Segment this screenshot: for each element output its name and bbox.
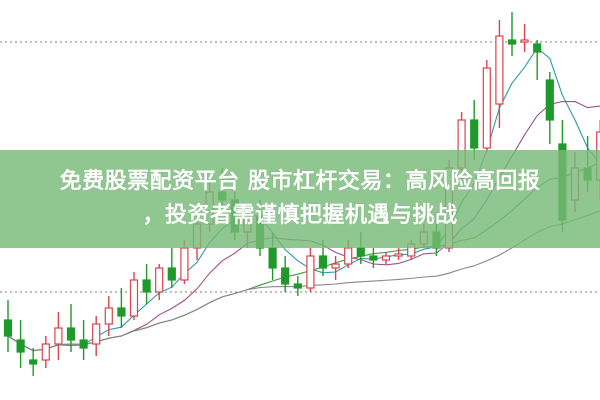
title-banner: 免费股票配资平台 股市杠杆交易：高风险高回报 ，投资者需谨慎把握机遇与挑战	[0, 150, 600, 248]
candle-body	[155, 267, 164, 293]
banner-line-1: 免费股票配资平台 股市杠杆交易：高风险高回报	[59, 169, 541, 194]
candle-body	[369, 255, 378, 261]
candle-body	[117, 307, 126, 317]
candle-body	[3, 319, 13, 337]
candle-body	[507, 39, 517, 45]
candle-body	[104, 307, 113, 325]
candle-body	[41, 343, 50, 361]
candle-body	[533, 43, 542, 53]
candle-body	[545, 79, 554, 121]
candle-body	[29, 359, 38, 365]
candle-body	[381, 255, 391, 261]
candle-body	[470, 119, 479, 149]
candle-body	[16, 339, 25, 353]
candle-body	[495, 35, 504, 105]
candle-body	[268, 247, 277, 269]
candle-body	[318, 255, 328, 269]
candle-body	[356, 247, 365, 257]
candle-body	[66, 327, 76, 341]
candle-body	[344, 247, 353, 265]
moving-average-line	[7, 210, 600, 352]
candle-body	[129, 279, 139, 317]
candle-body	[482, 67, 491, 149]
candle-body	[520, 39, 529, 43]
candle-body	[167, 267, 176, 281]
candle-body	[180, 247, 189, 281]
candle-body	[142, 279, 151, 293]
candle-body	[281, 267, 290, 285]
candle-body	[54, 327, 63, 345]
candle-body	[331, 263, 340, 269]
candle-body	[394, 253, 403, 257]
candle-body	[92, 323, 101, 345]
candle-body	[79, 339, 88, 349]
banner-line-2: ，投资者需谨慎把握机遇与挑战	[142, 203, 458, 228]
candle-body	[306, 255, 315, 289]
candle-body	[293, 283, 302, 289]
